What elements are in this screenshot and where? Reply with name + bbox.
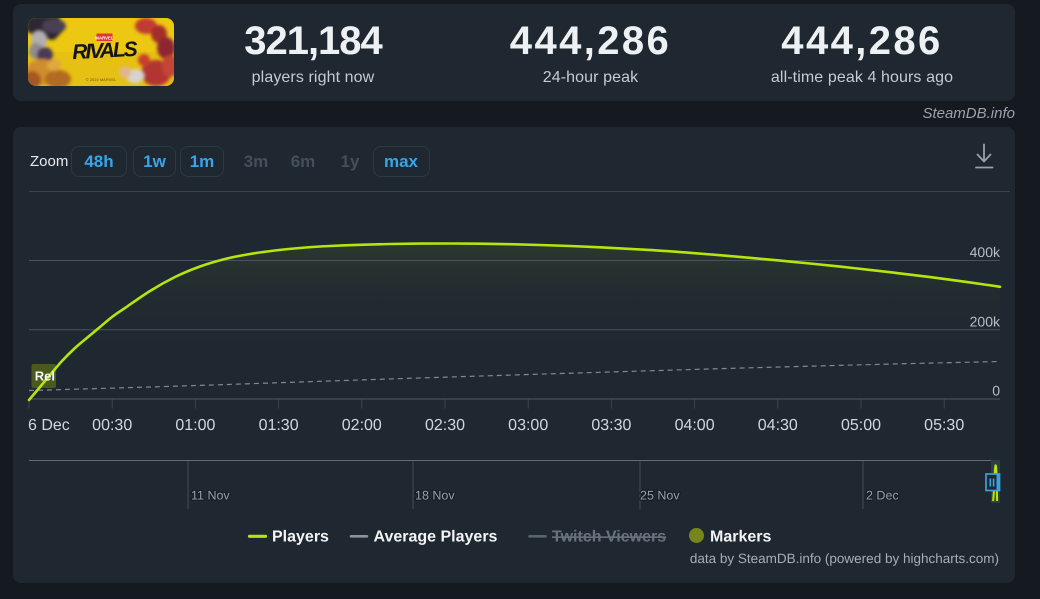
svg-text:data by SteamDB.info (powered: data by SteamDB.info (powered by highcha… xyxy=(690,551,999,566)
svg-text:RIVALS: RIVALS xyxy=(72,38,139,64)
svg-text:11 Nov: 11 Nov xyxy=(191,489,230,503)
svg-text:04:30: 04:30 xyxy=(758,417,798,434)
svg-text:400k: 400k xyxy=(970,244,1001,260)
svg-text:© 2024 MARVEL: © 2024 MARVEL xyxy=(86,77,117,82)
svg-text:05:00: 05:00 xyxy=(841,417,881,434)
svg-text:0: 0 xyxy=(992,383,1000,399)
svg-text:02:00: 02:00 xyxy=(342,417,382,434)
svg-text:2 Dec: 2 Dec xyxy=(866,489,899,503)
svg-text:05:30: 05:30 xyxy=(924,417,964,434)
svg-text:Players: Players xyxy=(272,529,329,546)
svg-text:Markers: Markers xyxy=(710,529,771,546)
svg-text:200k: 200k xyxy=(970,313,1001,329)
svg-text:00:30: 00:30 xyxy=(92,417,132,434)
svg-text:01:30: 01:30 xyxy=(259,417,299,434)
svg-text:Average Players: Average Players xyxy=(374,529,498,546)
svg-text:Rel: Rel xyxy=(35,369,55,384)
svg-text:03:30: 03:30 xyxy=(591,417,631,434)
svg-text:Twitch Viewers: Twitch Viewers xyxy=(552,529,666,546)
svg-text:MARVEL: MARVEL xyxy=(95,35,114,40)
svg-text:03:00: 03:00 xyxy=(508,417,548,434)
svg-text:18 Nov: 18 Nov xyxy=(415,489,455,503)
svg-text:04:00: 04:00 xyxy=(675,417,715,434)
svg-text:01:00: 01:00 xyxy=(175,417,215,434)
svg-text:02:30: 02:30 xyxy=(425,417,465,434)
svg-text:25 Nov: 25 Nov xyxy=(640,489,680,503)
svg-text:6 Dec: 6 Dec xyxy=(28,417,70,434)
